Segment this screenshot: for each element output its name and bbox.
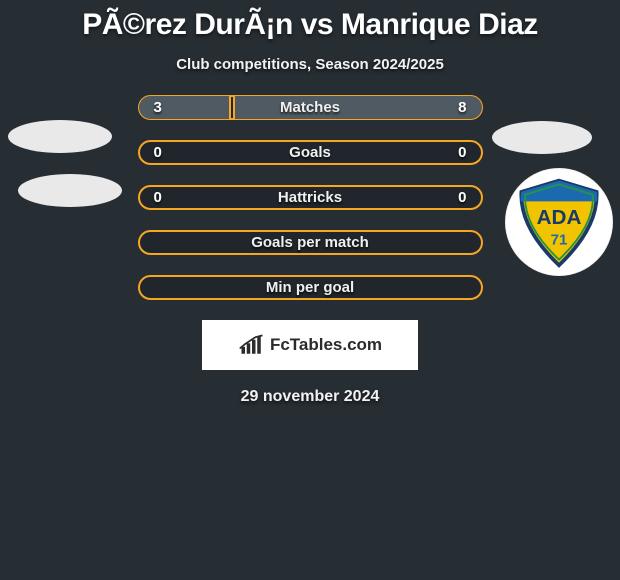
player-photo-right-1 xyxy=(492,121,592,154)
page-subtitle: Club competitions, Season 2024/2025 xyxy=(0,56,620,73)
stat-row-goals-per-match: Goals per match xyxy=(138,230,483,255)
stat-row-matches: 38Matches xyxy=(138,95,483,120)
stat-row-min-per-goal: Min per goal xyxy=(138,275,483,300)
stat-label: Hattricks xyxy=(140,189,481,206)
fctables-logo-text: FcTables.com xyxy=(270,335,382,355)
page-title: PÃ©rez DurÃ¡n vs Manrique Diaz xyxy=(0,0,620,42)
stat-row-hattricks: 00Hattricks xyxy=(138,185,483,210)
player-photo-left-2 xyxy=(18,174,122,207)
club-badge-right: ADA 71 xyxy=(505,168,613,276)
stat-label: Goals per match xyxy=(140,234,481,251)
club-crest-icon: ADA 71 xyxy=(512,175,606,269)
stat-row-goals: 00Goals xyxy=(138,140,483,165)
stat-label: Goals xyxy=(140,144,481,161)
stat-label: Matches xyxy=(140,99,481,116)
svg-text:71: 71 xyxy=(551,232,568,249)
stat-label: Min per goal xyxy=(140,279,481,296)
player-photo-left-1 xyxy=(8,120,112,153)
fctables-logo[interactable]: FcTables.com xyxy=(202,320,418,370)
svg-text:ADA: ADA xyxy=(537,206,582,229)
bar-chart-icon xyxy=(238,334,266,356)
generation-date: 29 november 2024 xyxy=(0,388,620,406)
